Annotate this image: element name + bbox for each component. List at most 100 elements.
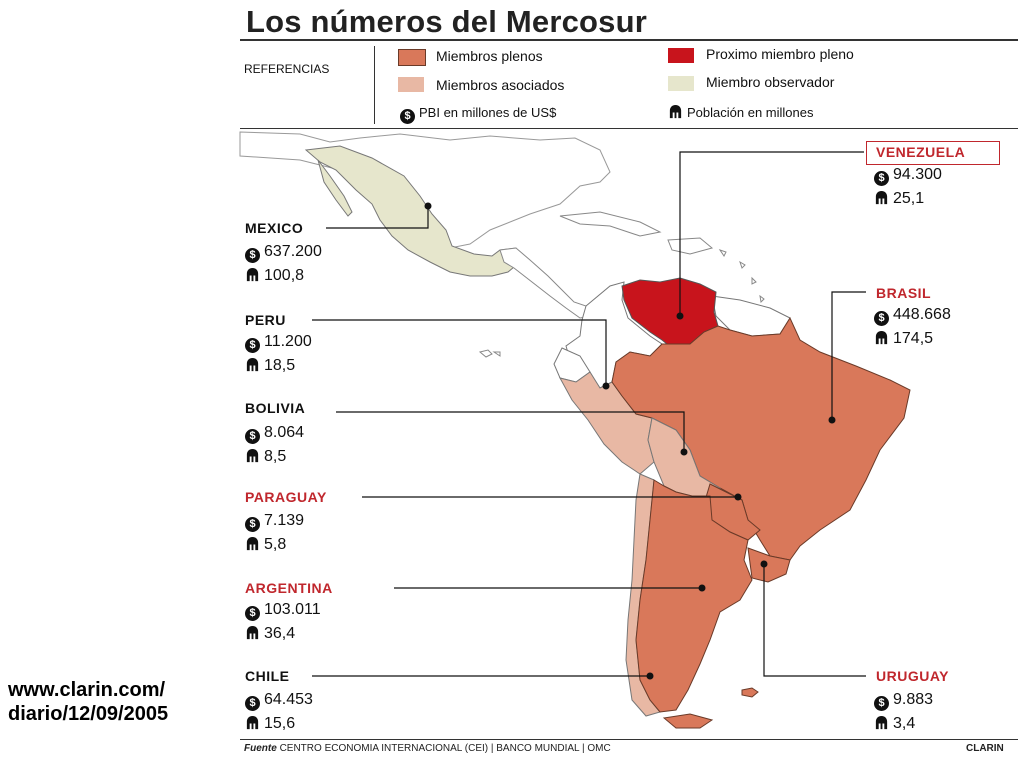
person-icon	[246, 715, 259, 730]
footer-rule	[240, 739, 1018, 740]
page-title: Los números del Mercosur	[246, 4, 648, 39]
uruguay-dot	[760, 560, 768, 568]
dollar-icon: $	[245, 606, 260, 621]
peru-gdp-value: 11.200	[264, 333, 312, 350]
bolivia-dot	[680, 448, 688, 456]
mexico-region	[304, 145, 521, 277]
brasil-gdp: $448.668	[874, 306, 951, 326]
swatch-observer-member	[668, 76, 694, 91]
venezuela-label-box	[866, 141, 1000, 165]
dollar-icon: $	[245, 517, 260, 532]
uruguay-gdp: $9.883	[874, 691, 933, 711]
source-credit: Fuente CENTRO ECONOMIA INTERNACIONAL (CE…	[244, 743, 611, 754]
venezuela-gdp: $94.300	[874, 166, 942, 186]
bolivia-gdp-value: 8.064	[264, 424, 305, 441]
swatch-next-full-member	[668, 48, 694, 63]
brasil-population-value: 174,5	[893, 330, 934, 347]
chile-gdp: $64.453	[245, 691, 313, 711]
legend-gdp-label: PBI en millones de US$	[419, 105, 557, 120]
uruguay-population: 3,4	[874, 715, 915, 733]
swatch-full-member	[398, 49, 426, 66]
dollar-icon: $	[874, 696, 889, 711]
argentina-gdp: $103.011	[245, 601, 321, 621]
paraguay-gdp-value: 7.139	[264, 512, 305, 529]
central-america	[499, 247, 593, 319]
venezuela-name: VENEZUELA	[876, 144, 966, 160]
bolivia-population-value: 8,5	[264, 448, 287, 465]
person-icon	[875, 715, 888, 730]
legend-observer-member: Miembro observador	[706, 74, 835, 90]
chile-population-value: 15,6	[264, 715, 296, 732]
legend-population: Población en millones	[668, 104, 813, 120]
cuba	[559, 211, 662, 237]
argentina-dot	[698, 584, 706, 592]
venezuela-dot	[676, 312, 684, 320]
legend-label: REFERENCIAS	[244, 62, 330, 76]
source-url: www.clarin.com/ diario/12/09/2005	[8, 678, 168, 726]
venezuela-gdp-value: 94.300	[893, 166, 942, 183]
uruguay-name: URUGUAY	[876, 668, 949, 684]
paraguay-name: PARAGUAY	[245, 489, 327, 505]
leader-lines	[312, 151, 866, 677]
peru-leader	[312, 319, 607, 386]
mexico-population-value: 100,8	[264, 267, 305, 284]
swatch-associated-member	[398, 77, 424, 92]
mexico-gdp-value: 637.200	[264, 243, 322, 260]
peru-dot	[602, 382, 610, 390]
url-line-2: diario/12/09/2005	[8, 703, 169, 725]
baja-california	[317, 159, 353, 217]
peru-gdp: $11.200	[245, 333, 312, 353]
uruguay-population-value: 3,4	[893, 715, 916, 732]
brasil-name: BRASIL	[876, 285, 932, 301]
legend-associated-member: Miembros asociados	[436, 77, 565, 93]
brasil-region	[611, 316, 911, 561]
title-rule	[240, 39, 1018, 41]
brand-credit: CLARIN	[966, 743, 1004, 754]
mexico-dot	[424, 202, 432, 210]
brasil-population: 174,5	[874, 330, 933, 348]
legend-full-member: Miembros plenos	[436, 48, 543, 64]
brasil-gdp-value: 448.668	[893, 306, 951, 323]
paraguay-population-value: 5,8	[264, 536, 287, 553]
person-icon	[246, 536, 259, 551]
dollar-icon: $	[245, 696, 260, 711]
chile-name: CHILE	[245, 668, 290, 684]
paraguay-population: 5,8	[245, 536, 286, 554]
bolivia-leader	[336, 411, 685, 452]
uruguay-leader	[763, 564, 866, 677]
hispaniola	[667, 237, 714, 255]
source-text: CENTRO ECONOMIA INTERNACIONAL (CEI) | BA…	[279, 743, 611, 754]
mexico-gdp: $637.200	[245, 243, 322, 263]
argentina-gdp-value: 103.011	[264, 601, 321, 618]
mexico-leader	[326, 206, 429, 229]
dollar-icon: $	[400, 109, 415, 124]
argentina-name: ARGENTINA	[245, 580, 333, 596]
person-icon	[246, 357, 259, 372]
argentina-region	[635, 479, 753, 713]
malvinas	[741, 687, 759, 698]
mexico-name: MEXICO	[245, 220, 304, 236]
venezuela-population: 25,1	[874, 190, 924, 208]
person-icon	[246, 448, 259, 463]
uruguay-gdp-value: 9.883	[893, 691, 934, 708]
chile-population: 15,6	[245, 715, 295, 733]
brasil-dot	[828, 416, 836, 424]
paraguay-gdp: $7.139	[245, 512, 304, 532]
url-line-1: www.clarin.com/	[8, 679, 166, 701]
bolivia-gdp: $8.064	[245, 424, 304, 444]
uruguay-region	[747, 547, 791, 583]
legend-next-full-member: Proximo miembro pleno	[706, 46, 854, 62]
brasil-leader	[831, 291, 866, 420]
bolivia-name: BOLIVIA	[245, 400, 306, 416]
person-icon	[246, 267, 259, 282]
bolivia-population: 8,5	[245, 448, 286, 466]
peru-population-value: 18,5	[264, 357, 296, 374]
dollar-icon: $	[245, 248, 260, 263]
person-icon	[875, 190, 888, 205]
person-icon	[246, 625, 259, 640]
legend-population-label: Población en millones	[687, 105, 814, 120]
dollar-icon: $	[874, 171, 889, 186]
small-islands	[718, 249, 765, 304]
dollar-icon: $	[245, 338, 260, 353]
